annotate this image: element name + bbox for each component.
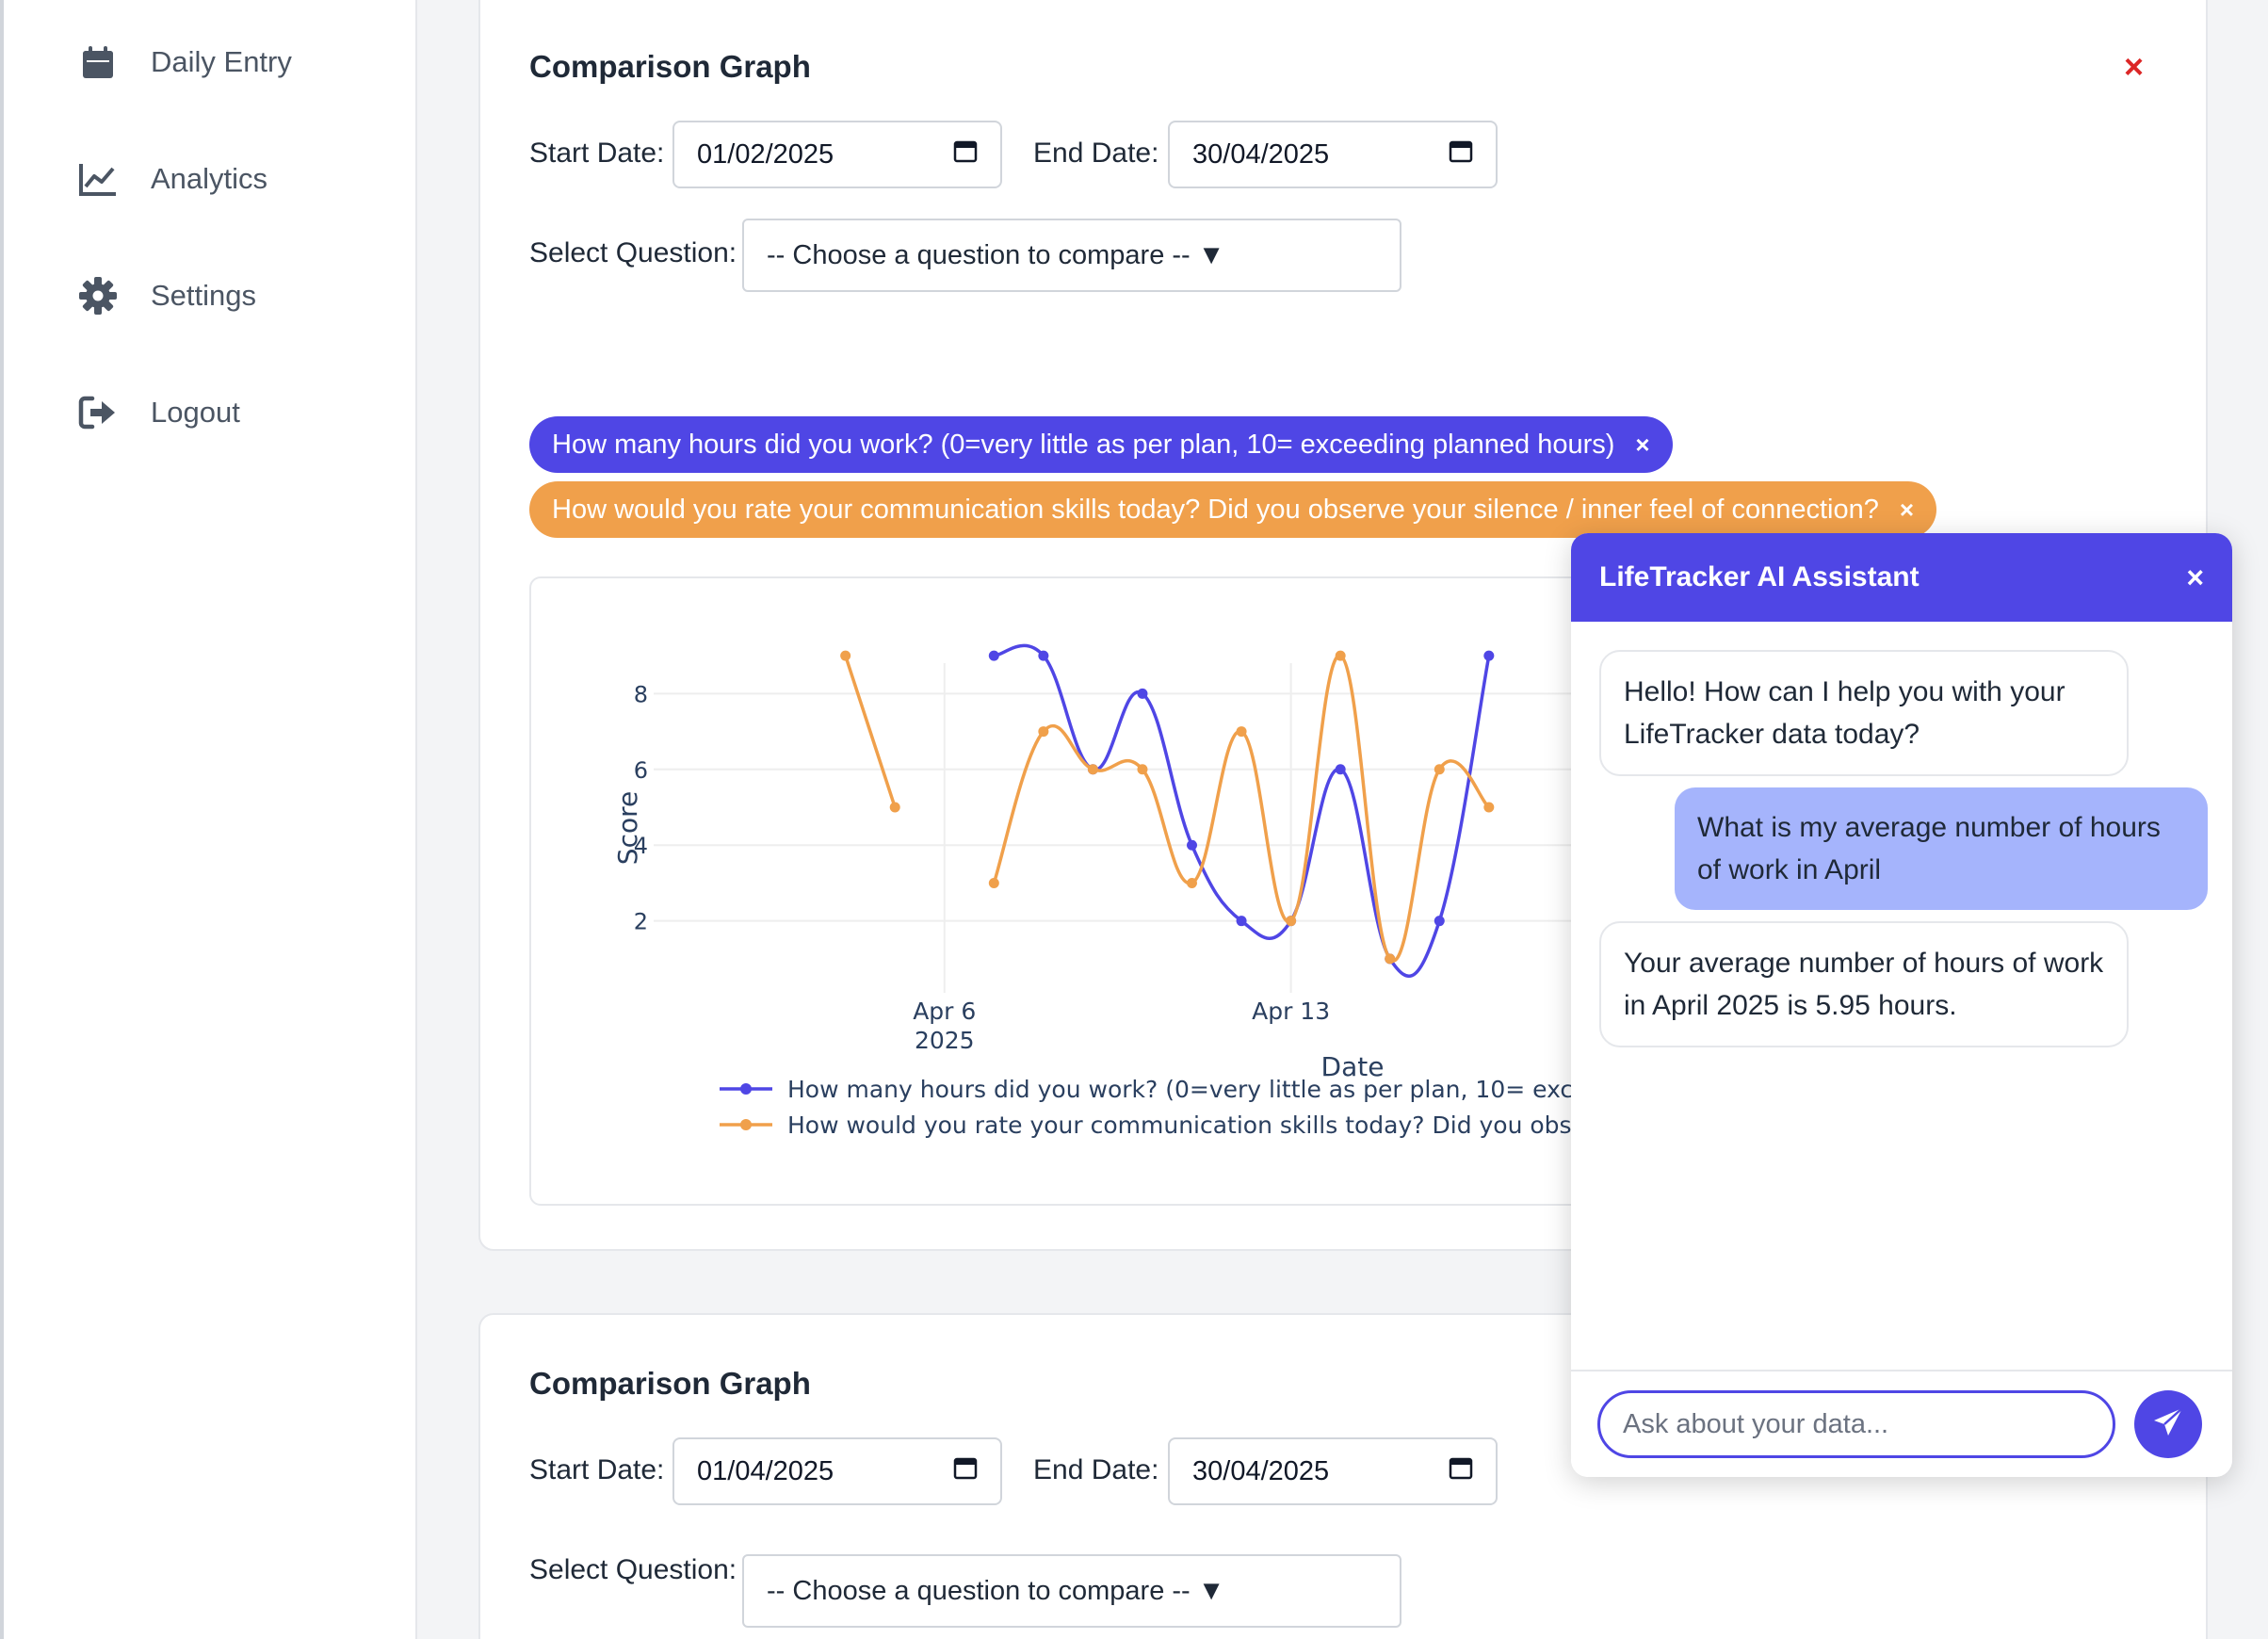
- end-date-label: End Date:: [1033, 1454, 1159, 1485]
- selected-question-chip: How many hours did you work? (0=very lit…: [529, 416, 1673, 473]
- chat-message-bot: Your average number of hours of work in …: [1599, 921, 2129, 1047]
- sidebar-item-daily-entry[interactable]: Daily Entry: [75, 34, 292, 90]
- data-point: [1187, 839, 1198, 851]
- remove-chip-button[interactable]: ×: [1635, 430, 1650, 459]
- data-point: [1434, 916, 1445, 927]
- data-point: [988, 877, 999, 888]
- calendar-icon: [75, 40, 121, 85]
- start-date-input[interactable]: 01/04/2025: [672, 1437, 1002, 1505]
- remove-chip-button[interactable]: ×: [1899, 495, 1915, 524]
- data-point: [1137, 764, 1148, 775]
- start-date-label: Start Date:: [529, 138, 665, 169]
- chip-label: How many hours did you work? (0=very lit…: [552, 429, 1615, 460]
- question-select[interactable]: -- Choose a question to compare -- ▼: [742, 1554, 1401, 1628]
- chat-message-user: What is my average number of hours of wo…: [1675, 787, 2208, 910]
- end-date-input[interactable]: 30/04/2025: [1168, 121, 1498, 188]
- sidebar-item-label: Daily Entry: [151, 45, 292, 78]
- sidebar: Daily Entry Analytics: [0, 0, 417, 1639]
- sidebar-item-logout[interactable]: Logout: [75, 384, 240, 441]
- data-point: [1335, 764, 1346, 775]
- calendar-picker-icon[interactable]: [953, 1455, 978, 1487]
- data-point: [1335, 650, 1346, 661]
- close-chat-button[interactable]: ×: [2186, 560, 2204, 594]
- data-point: [1483, 802, 1495, 813]
- x-axis-title: Date: [1321, 1051, 1385, 1082]
- paper-plane-icon: [2151, 1405, 2185, 1444]
- end-date-value: 30/04/2025: [1192, 138, 1330, 170]
- select-question-label: Select Question:: [529, 237, 737, 268]
- data-point: [1434, 764, 1445, 775]
- close-card-button[interactable]: ×: [2124, 47, 2145, 86]
- legend-marker: [740, 1119, 752, 1130]
- chat-input[interactable]: [1597, 1390, 2115, 1458]
- start-date-value: 01/04/2025: [697, 1455, 834, 1486]
- y-axis-title: Score: [612, 791, 643, 865]
- y-tick-label: 4: [634, 833, 648, 859]
- series-line: [992, 654, 1491, 963]
- chat-footer: [1571, 1370, 2232, 1477]
- y-tick-label: 8: [634, 681, 648, 707]
- sidebar-item-label: Analytics: [151, 162, 268, 195]
- data-point: [1038, 726, 1049, 738]
- data-point: [1236, 726, 1247, 738]
- data-point: [1137, 688, 1148, 699]
- data-point: [1286, 916, 1297, 927]
- y-tick-label: 6: [634, 757, 648, 784]
- card-title: Comparison Graph: [529, 49, 811, 84]
- sidebar-item-label: Settings: [151, 279, 257, 312]
- chat-message-bot: Hello! How can I help you with your Life…: [1599, 650, 2129, 776]
- data-point: [889, 802, 900, 813]
- data-point: [840, 650, 851, 661]
- y-tick-label: 2: [634, 909, 648, 935]
- x-tick-label: 2025: [915, 1027, 975, 1054]
- send-button[interactable]: [2134, 1390, 2202, 1458]
- series-line: [993, 643, 1491, 978]
- gear-icon: [75, 273, 121, 318]
- data-point: [1187, 877, 1198, 888]
- series-line: [843, 655, 897, 808]
- data-point: [988, 650, 999, 661]
- x-tick-label: Apr 6: [913, 998, 976, 1025]
- calendar-picker-icon[interactable]: [953, 138, 978, 170]
- legend-marker: [740, 1083, 752, 1095]
- start-date-value: 01/02/2025: [697, 138, 834, 170]
- chat-title: LifeTracker AI Assistant: [1599, 561, 1920, 592]
- end-date-label: End Date:: [1033, 138, 1159, 169]
- select-question-label: Select Question:: [529, 1554, 737, 1585]
- sidebar-item-analytics[interactable]: Analytics: [75, 151, 267, 207]
- data-point: [1483, 650, 1495, 661]
- data-point: [1087, 764, 1098, 775]
- end-date-value: 30/04/2025: [1192, 1455, 1330, 1486]
- chart-line-icon: [75, 156, 121, 202]
- calendar-picker-icon[interactable]: [1449, 138, 1473, 170]
- x-tick-label: Apr 13: [1252, 998, 1330, 1025]
- sidebar-item-label: Logout: [151, 396, 240, 429]
- end-date-input[interactable]: 30/04/2025: [1168, 1437, 1498, 1505]
- data-point: [1385, 953, 1396, 965]
- data-point: [1038, 650, 1049, 661]
- start-date-label: Start Date:: [529, 1454, 665, 1485]
- start-date-input[interactable]: 01/02/2025: [672, 121, 1002, 188]
- selected-question-chip: How would you rate your communication sk…: [529, 481, 1937, 538]
- sidebar-item-settings[interactable]: Settings: [75, 268, 256, 324]
- data-point: [1236, 916, 1247, 927]
- chip-label: How would you rate your communication sk…: [552, 494, 1879, 525]
- question-select[interactable]: -- Choose a question to compare -- ▼: [742, 219, 1401, 292]
- logout-icon: [75, 390, 121, 435]
- card-title: Comparison Graph: [529, 1366, 811, 1401]
- chat-header: LifeTracker AI Assistant ×: [1571, 533, 2232, 622]
- ai-assistant-panel: LifeTracker AI Assistant × Hello! How ca…: [1571, 533, 2232, 1477]
- calendar-picker-icon[interactable]: [1449, 1455, 1473, 1487]
